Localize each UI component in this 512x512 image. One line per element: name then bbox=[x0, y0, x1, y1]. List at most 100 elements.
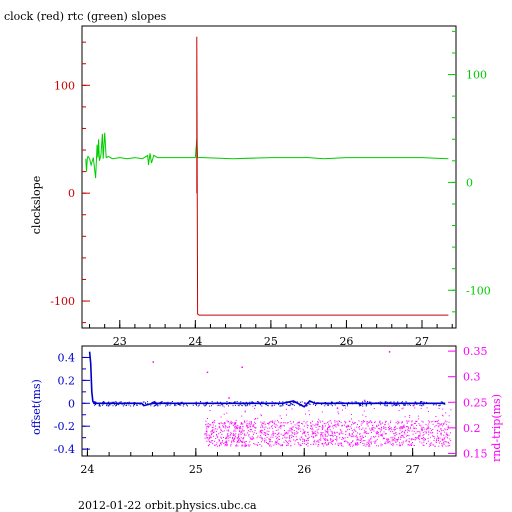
roundtrip-point bbox=[370, 436, 372, 438]
roundtrip-point bbox=[368, 441, 370, 443]
offset-point bbox=[405, 404, 406, 406]
roundtrip-point bbox=[448, 442, 450, 444]
roundtrip-point bbox=[216, 428, 218, 430]
roundtrip-point bbox=[342, 424, 343, 426]
roundtrip-point bbox=[383, 427, 384, 429]
roundtrip-point bbox=[287, 430, 289, 432]
roundtrip-outlier bbox=[363, 399, 366, 402]
roundtrip-point bbox=[437, 435, 438, 437]
offset-point bbox=[426, 401, 428, 403]
offset-point bbox=[285, 404, 287, 405]
roundtrip-point bbox=[317, 445, 319, 447]
roundtrip-point bbox=[324, 439, 326, 441]
offset-point bbox=[408, 403, 410, 405]
roundtrip-point bbox=[411, 420, 413, 422]
roundtrip-point bbox=[416, 425, 418, 427]
roundtrip-point bbox=[219, 432, 221, 433]
roundtrip-point bbox=[393, 428, 395, 430]
roundtrip-point bbox=[279, 438, 280, 440]
roundtrip-point bbox=[277, 440, 279, 442]
offset-point bbox=[198, 404, 200, 406]
roundtrip-point bbox=[437, 432, 439, 434]
roundtrip-point bbox=[382, 422, 383, 424]
roundtrip-point bbox=[344, 437, 346, 439]
offset-point bbox=[115, 405, 117, 407]
roundtrip-point bbox=[324, 425, 326, 427]
roundtrip-point bbox=[387, 442, 389, 444]
offset-point bbox=[220, 401, 222, 403]
roundtrip-point bbox=[300, 430, 302, 432]
roundtrip-point bbox=[445, 423, 447, 425]
offset-point bbox=[337, 401, 339, 403]
roundtrip-point bbox=[278, 435, 280, 437]
offset-point bbox=[325, 403, 327, 405]
roundtrip-point bbox=[442, 408, 444, 410]
roundtrip-point bbox=[261, 445, 263, 447]
roundtrip-point bbox=[322, 432, 324, 434]
offset-point bbox=[396, 404, 398, 406]
roundtrip-point bbox=[447, 427, 449, 429]
roundtrip-point bbox=[332, 427, 334, 429]
roundtrip-point bbox=[415, 422, 416, 424]
roundtrip-point bbox=[281, 424, 283, 426]
roundtrip-point bbox=[208, 425, 210, 427]
offset-point bbox=[114, 403, 116, 405]
roundtrip-point bbox=[401, 430, 403, 432]
offset-point bbox=[365, 402, 367, 404]
roundtrip-point bbox=[320, 438, 322, 440]
roundtrip-point bbox=[367, 432, 369, 434]
roundtrip-point bbox=[221, 433, 223, 435]
roundtrip-point bbox=[228, 440, 230, 442]
offset-point bbox=[403, 405, 405, 407]
roundtrip-point bbox=[327, 440, 329, 442]
roundtrip-point bbox=[384, 423, 386, 425]
roundtrip-point bbox=[407, 431, 409, 433]
chart-title: clock (red) rtc (green) slopes bbox=[4, 10, 167, 23]
offset-point bbox=[136, 402, 138, 404]
roundtrip-point bbox=[336, 438, 338, 440]
roundtrip-point bbox=[376, 433, 377, 435]
roundtrip-point bbox=[358, 443, 360, 445]
offset-point bbox=[282, 405, 284, 407]
roundtrip-point bbox=[368, 440, 370, 442]
roundtrip-point bbox=[302, 438, 304, 440]
bottom-plot-frame bbox=[81, 345, 457, 457]
roundtrip-point bbox=[284, 430, 285, 431]
offset-point bbox=[179, 404, 181, 406]
offset-point bbox=[208, 403, 210, 404]
offset-point bbox=[349, 403, 351, 405]
roundtrip-point bbox=[437, 437, 439, 439]
offset-point bbox=[321, 404, 323, 406]
roundtrip-point bbox=[209, 423, 211, 425]
roundtrip-point bbox=[234, 427, 236, 429]
roundtrip-point bbox=[237, 438, 239, 440]
roundtrip-point bbox=[259, 431, 261, 433]
roundtrip-point bbox=[263, 434, 265, 436]
roundtrip-point bbox=[403, 424, 405, 426]
roundtrip-point bbox=[349, 426, 351, 428]
offset-point bbox=[118, 404, 120, 406]
roundtrip-point bbox=[438, 430, 440, 432]
roundtrip-point bbox=[306, 438, 308, 440]
roundtrip-point bbox=[366, 441, 368, 443]
offset-point bbox=[314, 401, 315, 403]
roundtrip-point bbox=[417, 436, 419, 438]
roundtrip-point bbox=[261, 424, 263, 426]
roundtrip-point bbox=[226, 438, 228, 439]
roundtrip-point bbox=[236, 441, 238, 443]
roundtrip-point bbox=[407, 426, 409, 428]
offset-point bbox=[293, 401, 295, 403]
roundtrip-point bbox=[252, 425, 254, 427]
bottom-axis-ticks: 24 25 26 27-0.4-0.200.20.40.150.20.250.30.3… bbox=[54, 345, 488, 476]
roundtrip-point bbox=[351, 430, 353, 432]
roundtrip-point bbox=[406, 422, 408, 424]
roundtrip-point bbox=[236, 427, 238, 429]
roundtrip-point bbox=[432, 420, 434, 422]
roundtrip-point bbox=[407, 429, 409, 431]
offset-point bbox=[299, 401, 301, 403]
roundtrip-point bbox=[235, 423, 236, 425]
roundtrip-point bbox=[232, 433, 234, 435]
offset-point bbox=[102, 402, 104, 404]
roundtrip-point bbox=[286, 442, 288, 444]
offset-point bbox=[179, 403, 181, 405]
